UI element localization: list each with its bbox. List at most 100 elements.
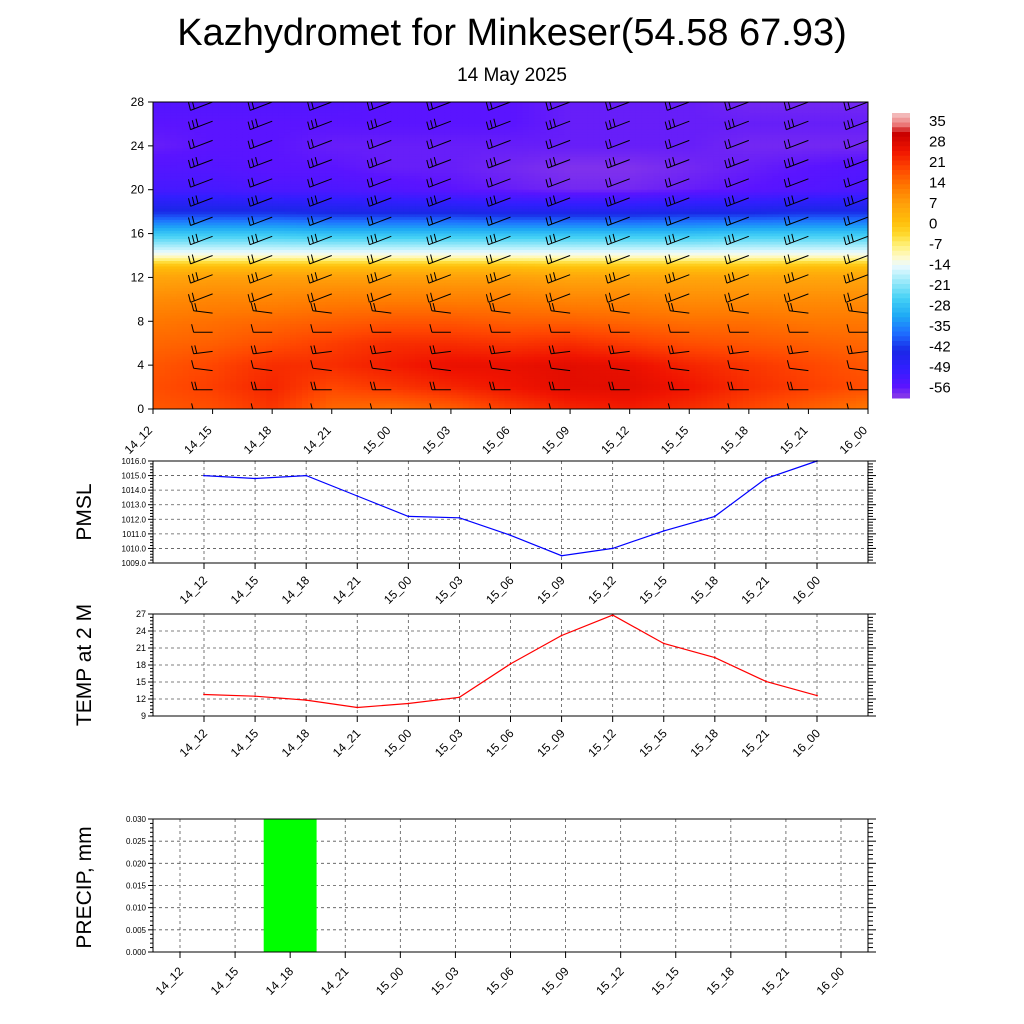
heatmap-cell [337,118,345,122]
heatmap-cell [826,123,833,128]
heatmap-cell [504,102,512,106]
heatmap-cell [677,110,684,114]
heatmap-cell [415,123,422,128]
heatmap-cell [665,129,672,133]
heatmap-cell [433,118,440,122]
heatmap-cell [343,104,351,109]
heatmap-cell [319,126,327,131]
heatmap-cell [534,123,541,128]
heatmap-cell [462,121,470,125]
heatmap-cell [450,126,458,131]
heatmap-cell [546,118,553,122]
heatmap-cell [558,121,565,125]
heatmap-cell [635,107,643,111]
heatmap-cell [748,132,756,136]
heatmap-cell [605,104,613,109]
heatmap-cell [385,126,392,131]
heatmap-cell [534,102,541,106]
heatmap-cell [540,104,547,109]
heatmap-cell [814,112,821,117]
heatmap-cell [403,112,410,117]
heatmap-cell [188,132,196,136]
heatmap-cell [647,129,655,133]
heatmap-cell [224,129,232,133]
heatmap-cell [623,110,631,114]
heatmap-cell [278,102,285,106]
heatmap-cell [486,126,494,131]
heatmap-cell [629,121,637,125]
heatmap-cell [164,104,172,109]
heatmap-cell [182,104,190,109]
heatmap-cell [677,126,684,131]
heatmap-cell [248,112,255,117]
heatmap-cell [188,126,196,131]
heatmap-cell [552,102,559,106]
heatmap-cell [570,112,577,117]
heatmap-cell [373,118,381,122]
heatmap-cell [397,115,404,120]
heatmap-cell [391,104,398,109]
heatmap-cell [248,134,255,139]
heatmap-cell [486,132,494,136]
heatmap-cell [659,126,667,131]
heatmap-cell [337,123,345,128]
heatmap-cell [540,107,547,111]
heatmap-cell [361,110,369,114]
heatmap-cell [748,126,756,131]
heatmap-cell [862,112,868,117]
heatmap-cell [367,110,375,114]
heatmap-cell [856,110,863,114]
heatmap-cell [796,110,804,114]
heatmap-cell [570,123,577,128]
heatmap-cell [629,107,637,111]
heatmap-cell [736,107,744,111]
heatmap-cell [683,107,690,111]
heatmap-cell [361,134,369,139]
heatmap-cell [415,118,422,122]
heatmap-cell [838,115,845,120]
heatmap-cell [433,134,440,139]
heatmap-cell [367,104,375,109]
heatmap-cell [844,110,851,114]
heatmap-cell [641,132,649,136]
heatmap-cell [558,107,565,111]
heatmap-cell [176,110,184,114]
heatmap-cell [772,123,780,128]
heatmap-cell [319,129,327,133]
heatmap-cell [635,126,643,131]
heatmap-cell [188,115,196,120]
heatmap-cell [212,102,220,106]
heatmap-cell [254,129,261,133]
heatmap-cell [802,126,810,131]
heatmap-cell [278,110,285,114]
heatmap-cell [492,102,500,106]
heatmap-cell [641,110,649,114]
heatmap-cell [802,110,810,114]
heatmap-cell [629,102,637,106]
heatmap-cell [599,118,607,122]
heatmap-cell [623,129,631,133]
heatmap-cell [784,110,792,114]
heatmap-cell [534,121,541,125]
heatmap-cell [444,110,452,114]
heatmap-cell [701,107,708,111]
heatmap-cell [468,134,476,139]
heatmap-cell [296,121,303,125]
heatmap-cell [635,132,643,136]
heatmap-cell [367,121,375,125]
heatmap-cell [266,126,273,131]
heatmap-cell [653,104,661,109]
heatmap-cell [689,112,696,117]
heatmap-cell [695,129,702,133]
heatmap-cell [719,132,726,136]
heatmap-cell [319,104,327,109]
heatmap-cell [439,123,446,128]
heatmap-cell [736,110,744,114]
heatmap-cell [510,104,518,109]
heatmap-cell [266,110,273,114]
heatmap-cell [248,110,255,114]
heatmap-cell [272,115,279,120]
heatmap-cell [200,129,208,133]
heatmap-cell [450,115,458,120]
heatmap-cell [641,102,649,106]
